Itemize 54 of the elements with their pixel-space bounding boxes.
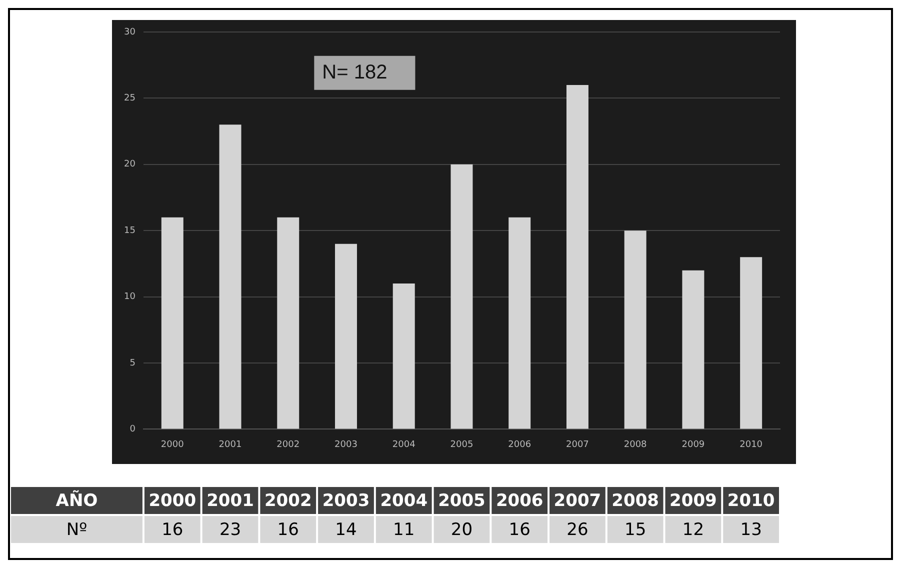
data-label: 20 [450,520,473,540]
x-tick-label: 2006 [508,440,532,450]
category-label: 2010 [727,490,775,511]
data-label: 23 [219,520,242,540]
bar [566,84,588,429]
category-label: 2004 [380,490,428,511]
data-label: 15 [624,520,646,540]
bar [334,244,357,429]
text: Nº [66,520,88,540]
data-label: 16 [508,520,530,540]
x-tick-label: 2005 [450,440,474,450]
x-tick-label: 2000 [160,440,184,450]
category-label: 2000 [148,490,196,511]
annotation: N= 182 [322,61,388,84]
category-label: 2002 [264,490,312,511]
bar [219,124,242,429]
y-tick-label: 30 [124,27,136,38]
data-label: 16 [277,520,299,540]
category-label: 2005 [438,490,486,511]
data-label: 16 [162,520,184,540]
x-tick-label: 2001 [218,440,242,450]
x-tick-label: 2009 [682,440,705,450]
y-tick-label: 20 [124,160,136,170]
x-tick-label: 2003 [334,440,358,450]
bar [392,284,415,429]
bar [508,217,531,429]
x-tick-label: 2002 [276,440,300,450]
data-label: 14 [335,520,357,540]
x-tick-label: 2004 [392,440,416,450]
category-label: 2009 [670,490,717,511]
y-tick-label: 5 [130,358,136,368]
x-tick-label: 2008 [624,440,648,450]
y-tick-label: 0 [130,424,136,435]
x-tick-label: 2010 [740,440,763,450]
category-label: 2003 [322,490,370,511]
category-label: 2007 [554,490,602,511]
y-tick-label: 10 [124,292,136,302]
bar [450,164,473,429]
text: AÑO [56,490,98,511]
x-tick-label: 2007 [566,440,589,450]
bar [277,217,300,429]
category-label: 2006 [496,490,544,511]
data-label: 26 [566,520,588,540]
data-label: 13 [740,520,762,540]
bar [161,217,184,429]
bar [624,230,646,429]
y-tick-label: 15 [124,226,136,236]
data-label: 11 [393,520,415,540]
category-label: 2008 [612,490,659,511]
y-tick-label: 25 [124,94,136,104]
bar [740,257,762,429]
category-label: 2001 [206,490,254,511]
bar [682,270,704,429]
data-label: 12 [682,520,704,540]
